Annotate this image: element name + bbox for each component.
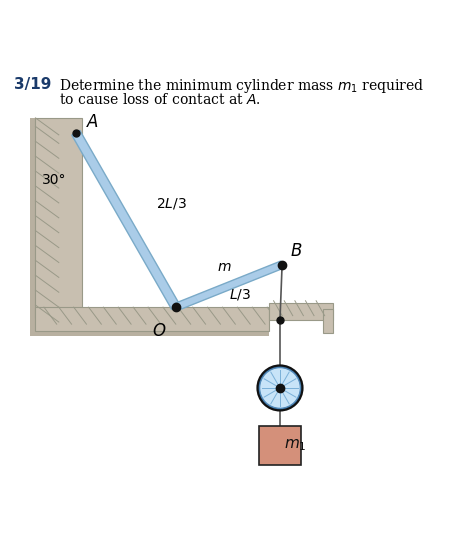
Circle shape <box>259 368 300 409</box>
Text: $m_1$: $m_1$ <box>284 438 307 453</box>
Text: $L/3$: $L/3$ <box>228 287 251 302</box>
Bar <box>259 427 301 465</box>
Text: to cause loss of contact at $A$.: to cause loss of contact at $A$. <box>59 92 261 107</box>
Bar <box>30 307 269 335</box>
Bar <box>36 118 82 318</box>
Text: $2L/3$: $2L/3$ <box>156 196 187 211</box>
Text: $A$: $A$ <box>86 112 100 131</box>
Circle shape <box>257 366 303 410</box>
Bar <box>269 303 333 320</box>
Text: 3/19: 3/19 <box>14 78 51 92</box>
Bar <box>30 118 82 323</box>
Polygon shape <box>174 261 284 311</box>
Text: $B$: $B$ <box>290 243 302 260</box>
Bar <box>323 309 333 333</box>
Polygon shape <box>72 130 180 310</box>
Bar <box>36 307 269 330</box>
Text: 30°: 30° <box>42 173 66 187</box>
Text: $m$: $m$ <box>218 260 232 274</box>
Text: $O$: $O$ <box>152 322 166 340</box>
Text: Determine the minimum cylinder mass $m_1$ required: Determine the minimum cylinder mass $m_1… <box>59 78 424 96</box>
